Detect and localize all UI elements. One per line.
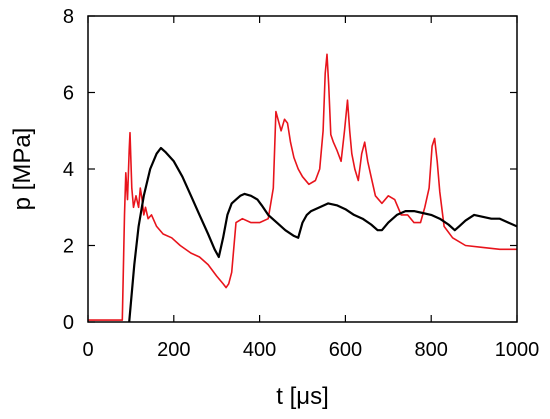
x-tick-label: 800 [415,339,448,361]
x-tick-label: 400 [243,339,276,361]
tick-marks [87,15,518,323]
y-axis-label: p [MPa] [9,128,36,211]
x-tick-labels: 0 200 400 600 800 1000 [82,339,539,361]
series-line-2 [127,146,517,322]
y-tick-label: 8 [63,6,74,28]
series-lines [88,53,517,322]
x-tick-label: 1000 [495,339,540,361]
y-tick-label: 6 [63,83,74,105]
plot-frame [87,15,518,323]
x-tick-label: 600 [329,339,362,361]
y-tick-label: 4 [63,159,74,181]
x-tick-label: 0 [82,339,93,361]
y-tick-label: 2 [63,236,74,258]
y-tick-labels: 0 2 4 6 8 [63,6,74,334]
y-tick-label: 0 [63,312,74,334]
x-axis-label: t [μs] [276,383,329,410]
x-tick-label: 200 [157,339,190,361]
series-line-1 [88,53,517,321]
